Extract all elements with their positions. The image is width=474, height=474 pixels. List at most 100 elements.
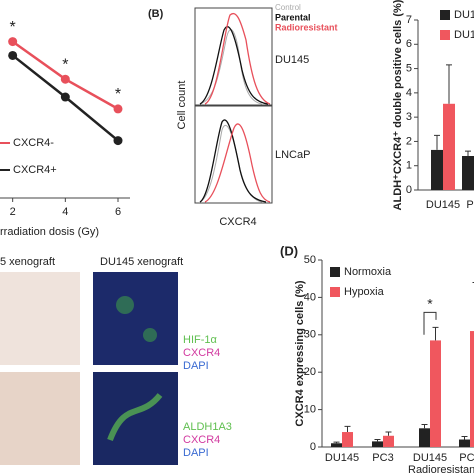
y-tick-label: 4 bbox=[406, 87, 412, 99]
histogram-frame bbox=[194, 7, 273, 106]
parental-curve bbox=[199, 26, 269, 105]
y-tick-label: 30 bbox=[304, 329, 316, 341]
bar bbox=[383, 435, 394, 447]
panel-label: (B) bbox=[148, 8, 164, 20]
ihc-image bbox=[0, 372, 80, 465]
legend-label: CXCR4- bbox=[13, 137, 54, 149]
error-bar bbox=[446, 64, 452, 104]
x-tick-label: DU145 bbox=[325, 452, 359, 464]
legend-entry: Control bbox=[275, 3, 301, 12]
if-image bbox=[93, 272, 178, 365]
radioresistant-curve bbox=[204, 123, 271, 203]
legend-label: CXCR4+ bbox=[13, 164, 57, 176]
annotation: * bbox=[115, 86, 121, 103]
bar bbox=[372, 441, 383, 447]
error-bar bbox=[333, 441, 340, 444]
stain-label: ALDH1A3 bbox=[183, 421, 232, 433]
y-tick-label: 0 bbox=[310, 441, 316, 453]
y-tick-label: 3 bbox=[406, 111, 412, 123]
point bbox=[60, 92, 70, 102]
x-axis-label: rradiation dosis (Gy) bbox=[0, 226, 99, 238]
y-tick-label: 2 bbox=[406, 135, 412, 147]
legend-entry: Radioresistant bbox=[275, 22, 338, 32]
radioresistant-curve bbox=[204, 13, 271, 105]
group-label: Radioresistant bbox=[408, 464, 474, 474]
error-bar bbox=[465, 150, 471, 156]
x-tick-label: 6 bbox=[115, 206, 121, 218]
stain-spot bbox=[107, 393, 163, 442]
legend-swatch bbox=[330, 267, 340, 277]
error-bar bbox=[432, 326, 439, 341]
bar bbox=[459, 439, 470, 447]
legend-swatch bbox=[330, 287, 340, 297]
stain-label: DAPI bbox=[183, 447, 209, 459]
y-tick-label: 40 bbox=[304, 291, 316, 303]
error-bar bbox=[344, 425, 351, 433]
annotation: * bbox=[10, 19, 16, 36]
stain-label: HIF-1α bbox=[183, 334, 218, 346]
error-bar bbox=[385, 431, 392, 436]
y-tick-label: 10 bbox=[304, 404, 316, 416]
stain-label: CXCR4 bbox=[183, 434, 220, 446]
legend-label: DU145 bbox=[454, 9, 474, 21]
y-tick-label: 0 bbox=[406, 184, 412, 196]
point bbox=[8, 37, 18, 47]
stain-spot bbox=[116, 296, 134, 314]
legend-entry: Parental bbox=[275, 12, 311, 22]
stain-label: CXCR4 bbox=[183, 347, 220, 359]
bar bbox=[470, 331, 474, 447]
x-axis-label: CXCR4 bbox=[219, 216, 256, 228]
y-axis-label: CXCR4 expressing cells (%) bbox=[294, 280, 306, 426]
bar bbox=[419, 428, 430, 447]
if-image bbox=[93, 372, 178, 465]
y-axis-label: ALDH⁺CXCR4⁺ double positive cells (%) bbox=[392, 0, 404, 210]
error-bar bbox=[434, 134, 440, 150]
y-tick-label: 6 bbox=[406, 38, 412, 50]
y-tick-label: 1 bbox=[406, 160, 412, 172]
annotation: * bbox=[62, 56, 68, 73]
error-bar bbox=[461, 436, 468, 440]
x-tick-label: DU145 bbox=[413, 452, 447, 464]
bar bbox=[331, 443, 342, 447]
y-tick-label: 7 bbox=[406, 14, 412, 26]
point bbox=[113, 104, 123, 114]
y-axis-label: Cell count bbox=[176, 81, 188, 130]
annotation: * bbox=[427, 296, 433, 312]
x-tick-label: PC3 bbox=[372, 452, 393, 464]
legend-swatch bbox=[440, 10, 450, 20]
error-bar bbox=[421, 424, 428, 429]
sample-label: DU145 bbox=[275, 54, 309, 66]
stain-label: DAPI bbox=[183, 360, 209, 372]
parental-curve bbox=[199, 119, 267, 203]
x-tick-label: DU145 bbox=[426, 199, 460, 211]
legend-label: Hypoxia bbox=[344, 286, 385, 298]
point bbox=[8, 50, 18, 60]
histogram-frame bbox=[194, 105, 273, 204]
bar bbox=[430, 340, 441, 447]
point bbox=[60, 74, 70, 84]
y-tick-label: 20 bbox=[304, 366, 316, 378]
x-tick-label: 2 bbox=[10, 206, 16, 218]
point bbox=[113, 136, 123, 146]
bar bbox=[342, 432, 353, 447]
x-tick-label: PC3 bbox=[459, 452, 474, 464]
significance-bracket bbox=[423, 311, 437, 335]
y-tick-label: 50 bbox=[304, 254, 316, 266]
stain-spot bbox=[143, 328, 157, 342]
x-tick-label: 4 bbox=[62, 206, 68, 218]
image-title: DU145 xenograft bbox=[100, 256, 183, 268]
legend-label: Normoxia bbox=[344, 266, 392, 278]
error-bar bbox=[374, 439, 381, 442]
panel-label: (D) bbox=[280, 243, 298, 258]
x-tick-label: PC bbox=[466, 199, 474, 211]
y-tick-label: 5 bbox=[406, 62, 412, 74]
image-title: 5 xenograft bbox=[0, 256, 55, 268]
legend-swatch bbox=[440, 30, 450, 40]
bar bbox=[443, 103, 455, 190]
sample-label: LNCaP bbox=[275, 149, 310, 161]
bar bbox=[431, 149, 443, 190]
bar bbox=[462, 156, 474, 190]
ihc-image bbox=[0, 272, 80, 365]
legend-label: DU145 RR bbox=[454, 29, 474, 41]
